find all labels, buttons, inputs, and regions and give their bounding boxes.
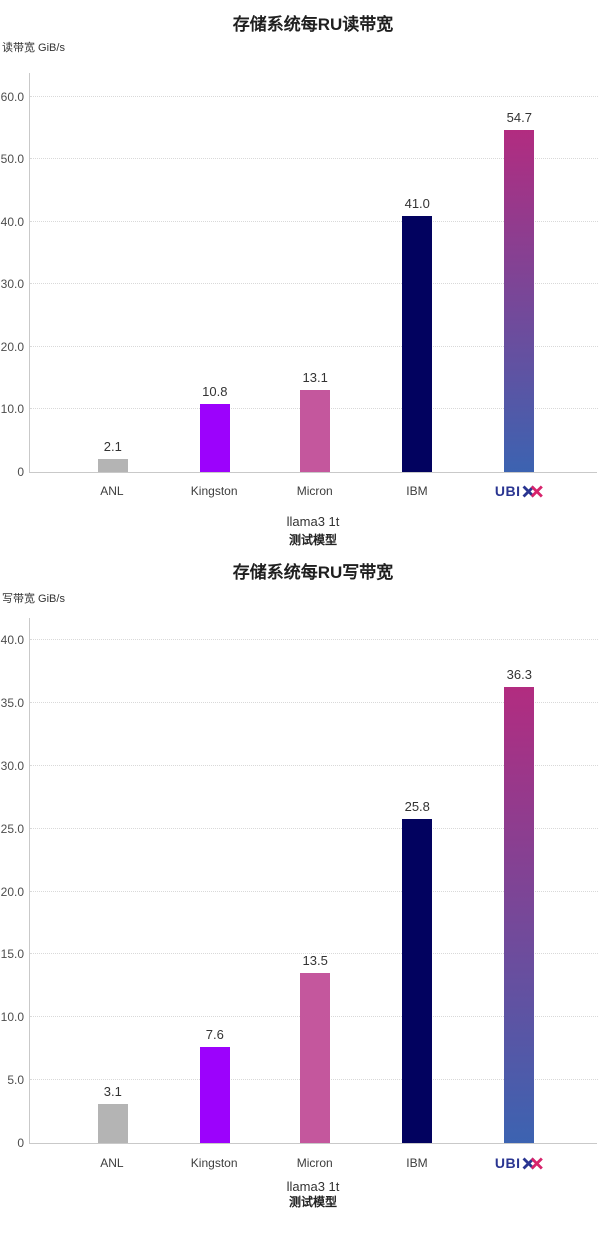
y-tick-label: 35.0 — [0, 695, 24, 710]
bar-ubix — [504, 686, 535, 1143]
bar-value-label: 54.7 — [506, 109, 532, 125]
plot-area: 0 5.0 10.0 15.0 20.0 25.0 30.0 35.0 40.0 3.1 7.6 13… — [1, 618, 598, 1150]
bar-anl — [97, 1104, 128, 1143]
category-label: Micron — [296, 1156, 333, 1170]
gridline — [30, 345, 598, 347]
y-tick-label: 20.0 — [0, 339, 24, 354]
x-axis-name: 测试模型 — [288, 533, 337, 547]
ubix-double-x-icon — [522, 484, 543, 498]
category-label-ubix: UBI — [495, 1156, 544, 1171]
bar-value-label: 41.0 — [404, 195, 430, 211]
category-label: Kingston — [190, 484, 238, 498]
ubix-logo: UBI — [495, 484, 544, 498]
y-tick-label: 60.0 — [0, 89, 24, 104]
y-tick-label: 30.0 — [0, 277, 24, 292]
y-tick-label: 20.0 — [0, 884, 24, 899]
y-axis-unit-label: 写带宽 GiB/s — [2, 593, 65, 605]
bar-value-label: 3.1 — [103, 1084, 122, 1100]
y-tick-label: 10.0 — [0, 1010, 24, 1025]
x-group-label: llama3 1t — [286, 514, 340, 529]
bar-micron — [300, 973, 331, 1143]
bar-ubix — [504, 129, 535, 472]
y-tick-label: 40.0 — [0, 214, 24, 229]
category-label: Kingston — [190, 1156, 238, 1170]
category-axis: ANL Kingston Micron IBM UBI — [29, 484, 597, 502]
bar-value-label: 36.3 — [506, 666, 532, 682]
y-tick-label: 0 — [17, 465, 24, 479]
x-group-label: llama3 1t — [286, 1179, 340, 1194]
bar-ibm — [402, 215, 433, 472]
bar-kingston — [199, 1047, 230, 1143]
bar-value-label: 13.1 — [302, 370, 328, 386]
category-label: IBM — [406, 484, 428, 498]
category-label: ANL — [100, 1156, 124, 1170]
gridline — [30, 220, 598, 222]
gridline — [30, 158, 598, 160]
bar-micron — [300, 390, 331, 472]
gridline — [30, 764, 598, 766]
bar-value-label: 10.8 — [202, 384, 228, 400]
bar-value-label: 13.5 — [302, 953, 328, 969]
ubix-logo-text: UBI — [494, 1155, 521, 1171]
gridline — [30, 639, 598, 641]
ubix-logo-text: UBI — [494, 483, 521, 499]
bar-ibm — [402, 818, 433, 1143]
y-tick-label: 30.0 — [0, 758, 24, 773]
gridline — [30, 95, 598, 97]
y-tick-label: 0 — [17, 1136, 24, 1150]
gridline — [30, 283, 598, 285]
bar-value-label: 7.6 — [205, 1027, 224, 1043]
bar-value-label: 25.8 — [404, 798, 430, 814]
gridline — [30, 827, 598, 829]
y-tick-label: 50.0 — [0, 152, 24, 167]
category-axis: ANL Kingston Micron IBM UBI — [29, 1156, 597, 1174]
plot-area: 0 10.0 20.0 30.0 40.0 50.0 60.0 2.1 10.8 13.1 41.0… — [1, 73, 598, 479]
bar-kingston — [199, 404, 230, 472]
bar-value-label: 2.1 — [103, 438, 122, 454]
y-tick-label: 25.0 — [0, 821, 24, 836]
chart-title: 存储系统每RU读带宽 — [232, 15, 394, 34]
y-axis-unit-label: 读带宽 GiB/s — [2, 42, 65, 54]
y-tick-label: 40.0 — [0, 633, 24, 648]
category-label-ubix: UBI — [495, 484, 544, 499]
category-label: Micron — [296, 484, 333, 498]
ubix-logo: UBI — [495, 1156, 544, 1170]
y-tick-label: 15.0 — [0, 947, 24, 962]
category-label: ANL — [100, 484, 124, 498]
category-label: IBM — [406, 1156, 428, 1170]
chart-title: 存储系统每RU写带宽 — [232, 563, 394, 582]
gridline — [30, 701, 598, 703]
x-axis-name: 测试模型 — [288, 1195, 337, 1209]
gridline — [30, 890, 598, 892]
y-tick-label: 10.0 — [0, 402, 24, 417]
y-tick-label: 5.0 — [7, 1073, 24, 1088]
bar-anl — [97, 458, 128, 472]
ubix-double-x-icon — [522, 1156, 543, 1170]
gridline — [30, 953, 598, 955]
